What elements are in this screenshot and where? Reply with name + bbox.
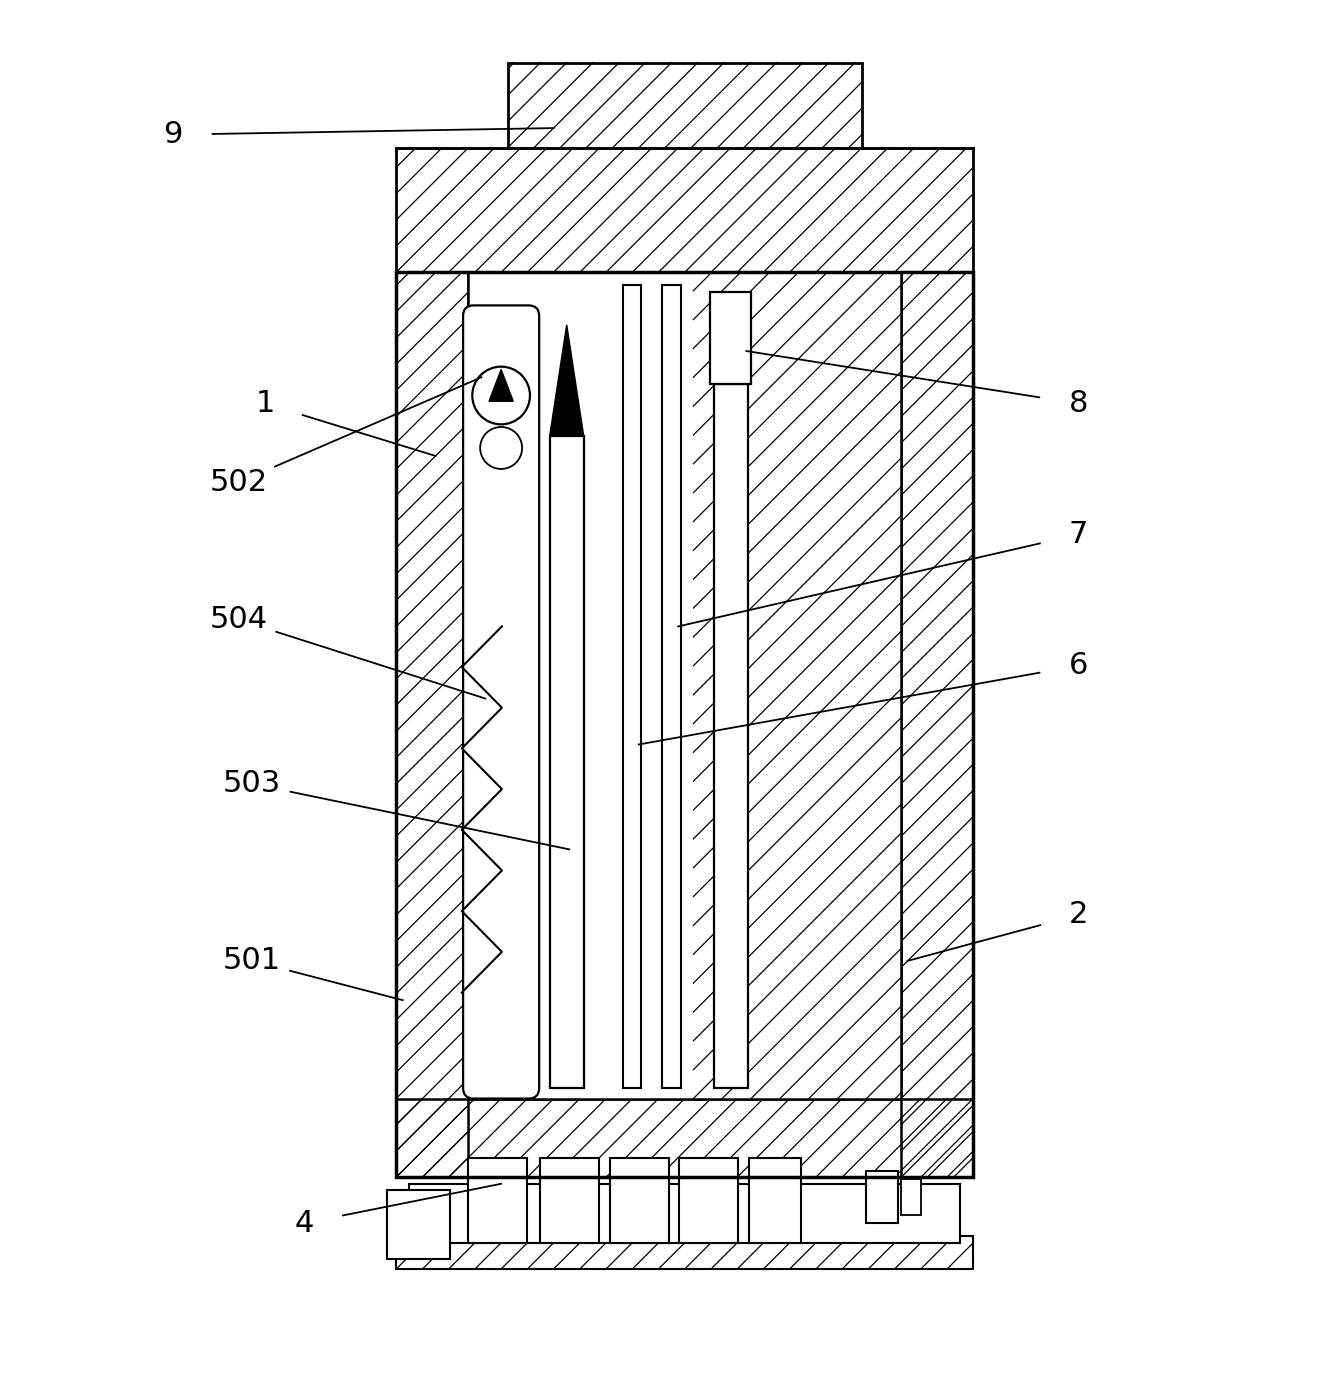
Text: 7: 7 <box>1068 520 1088 549</box>
Text: 4: 4 <box>295 1208 313 1237</box>
Bar <box>549 436 583 1088</box>
Bar <box>710 292 751 383</box>
Bar <box>662 285 681 1088</box>
Bar <box>865 1171 898 1223</box>
Text: 502: 502 <box>209 468 267 497</box>
FancyBboxPatch shape <box>464 306 539 1099</box>
Bar <box>396 273 469 1178</box>
Text: 1: 1 <box>255 389 275 418</box>
Bar <box>680 1157 739 1243</box>
Bar <box>507 62 861 148</box>
Bar <box>540 1157 599 1243</box>
Polygon shape <box>549 325 583 436</box>
Bar <box>714 383 748 1088</box>
Text: 503: 503 <box>223 770 281 799</box>
Text: 501: 501 <box>223 947 281 976</box>
Text: 8: 8 <box>1068 389 1088 418</box>
Bar <box>623 285 641 1088</box>
Bar <box>610 1157 669 1243</box>
Bar <box>396 1099 973 1178</box>
Polygon shape <box>489 370 514 401</box>
Bar <box>396 1236 973 1269</box>
Text: 6: 6 <box>1068 652 1088 681</box>
Text: 9: 9 <box>163 120 183 149</box>
Bar <box>901 273 973 1178</box>
Bar <box>396 273 973 1178</box>
Bar <box>469 1157 527 1243</box>
Bar <box>387 1190 450 1258</box>
Text: 2: 2 <box>1068 901 1088 930</box>
Bar <box>469 273 901 1099</box>
Bar <box>749 1157 802 1243</box>
Bar <box>396 148 973 273</box>
Bar <box>901 1179 921 1215</box>
Text: 504: 504 <box>209 605 267 634</box>
Bar <box>410 1183 960 1243</box>
